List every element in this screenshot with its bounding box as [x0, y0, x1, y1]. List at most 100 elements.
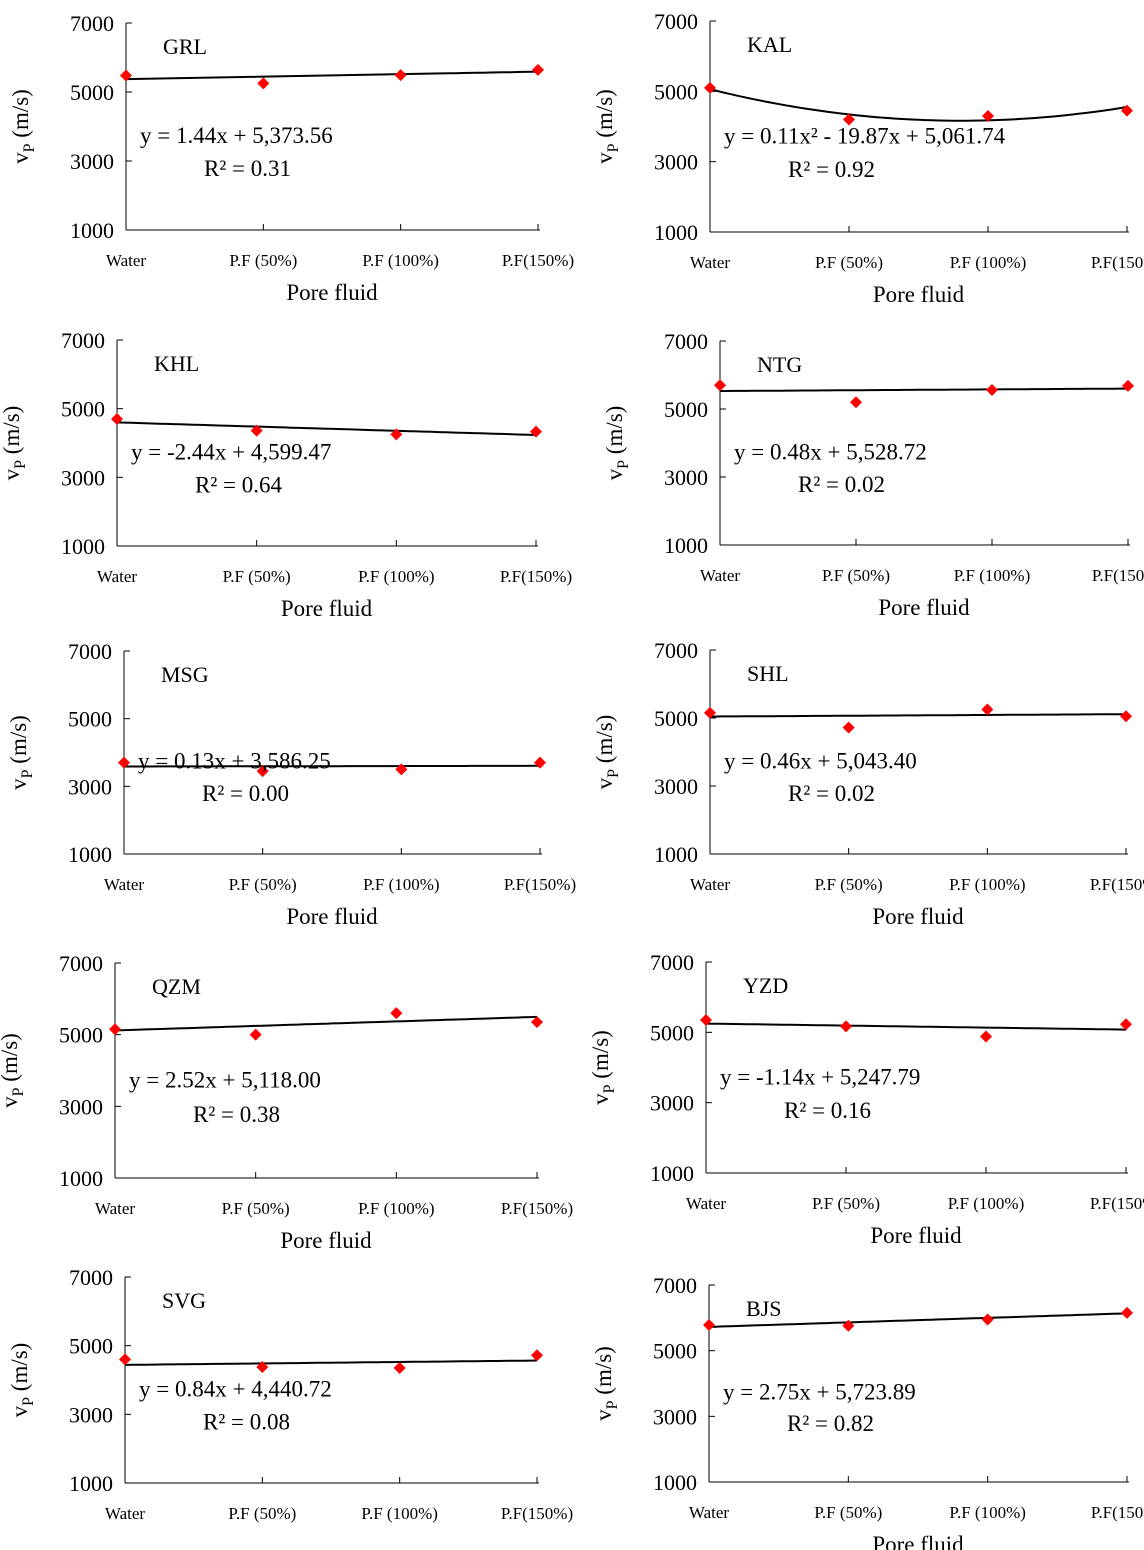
trendline	[710, 713, 1126, 718]
data-point	[982, 109, 994, 122]
x-tick-label: Water	[106, 251, 146, 270]
y-tick-label: 3000	[650, 1091, 694, 1116]
data-point	[256, 765, 269, 778]
data-point	[390, 1007, 403, 1020]
trendline	[705, 1022, 1127, 1031]
x-tick-label: P.F (100%)	[954, 566, 1031, 585]
y-axis-label: vP (m/s)	[8, 89, 38, 164]
y-tick-label: 7000	[68, 639, 112, 664]
trendline-equation: y = -1.14x + 5,247.79	[720, 1064, 920, 1089]
data-point	[257, 77, 270, 90]
data-point	[109, 1023, 121, 1036]
data-point	[1121, 1306, 1133, 1319]
data-point	[118, 756, 130, 769]
data-point	[111, 412, 123, 425]
x-tick-label: P.F(150%)	[500, 567, 572, 586]
y-tick-label: 7000	[654, 638, 698, 663]
y-tick-label: 7000	[70, 11, 114, 36]
y-tick-label: 5000	[653, 1339, 697, 1364]
chart-panel-bjs: 7000 5000 3000 1000 Water P.F (50%) P.F (100%)…	[591, 1273, 1144, 1550]
trendline-equation: y = 0.13x + 3,586.25	[138, 749, 331, 774]
x-tick-label: P.F(150%)	[501, 1504, 573, 1523]
chart-title: MSG	[161, 662, 209, 687]
y-tick-label: 3000	[59, 1094, 103, 1119]
chart-panel-khl: 7000 5000 3000 1000 Water P.F (50%) P.F (100%)…	[0, 328, 572, 621]
data-point	[390, 428, 403, 441]
chart-title: SVG	[162, 1288, 206, 1313]
data-point	[1122, 379, 1134, 392]
data-point	[531, 1349, 543, 1362]
data-point	[980, 1030, 992, 1043]
r-squared-label: R² = 0.82	[787, 1411, 874, 1436]
x-tick-label: P.F(150%)	[1090, 1194, 1144, 1213]
y-tick-label: 5000	[664, 397, 708, 422]
x-tick-label: Water	[700, 566, 740, 585]
trendline	[720, 387, 1128, 392]
y-tick-label: 5000	[654, 79, 698, 104]
x-tick-label: P.F (100%)	[949, 875, 1026, 894]
trendline	[708, 1312, 1128, 1328]
x-tick-label: P.F (50%)	[229, 251, 297, 270]
x-tick-label: P.F (50%)	[812, 1194, 880, 1213]
y-tick-label: 1000	[653, 1470, 697, 1495]
data-point	[704, 706, 716, 719]
chart-title: BJS	[746, 1296, 781, 1321]
r-squared-label: R² = 0.38	[193, 1102, 280, 1127]
x-tick-label: P.F (50%)	[815, 875, 883, 894]
x-tick-label: P.F (100%)	[358, 1199, 435, 1218]
y-tick-label: 3000	[68, 774, 112, 799]
y-tick-label: 3000	[654, 774, 698, 799]
chart-panel-qzm: 7000 5000 3000 1000 Water P.F (50%) P.F (100%)…	[0, 951, 573, 1253]
data-point	[120, 69, 132, 82]
x-tick-label: Water	[105, 1504, 145, 1523]
trendline-equation: y = 2.75x + 5,723.89	[723, 1379, 916, 1404]
x-tick-label: Water	[95, 1199, 135, 1218]
y-tick-label: 7000	[69, 1265, 113, 1290]
trendline-equation: y = 1.44x + 5,373.56	[140, 123, 333, 148]
y-tick-label: 5000	[650, 1020, 694, 1045]
y-tick-label: 1000	[68, 842, 112, 867]
y-axis-label: vP (m/s)	[7, 1343, 37, 1418]
r-squared-label: R² = 0.02	[798, 472, 885, 497]
data-point	[700, 1014, 712, 1027]
x-tick-label: P.F (100%)	[358, 567, 435, 586]
y-tick-label: 7000	[650, 950, 694, 975]
data-point	[704, 81, 716, 94]
x-tick-label: P.F (50%)	[814, 1503, 882, 1522]
data-point	[249, 1028, 262, 1041]
y-axis-label: vP (m/s)	[0, 406, 29, 481]
y-tick-label: 5000	[69, 1334, 113, 1359]
x-tick-label: Water	[689, 1503, 729, 1522]
chart-panel-kal: 7000 5000 3000 1000 Water P.F (50%) P.F (100%)…	[592, 9, 1144, 307]
data-point	[986, 383, 998, 396]
y-tick-label: 5000	[68, 707, 112, 732]
y-tick-label: 5000	[59, 1023, 103, 1048]
data-point	[981, 1313, 994, 1326]
y-tick-label: 5000	[654, 706, 698, 731]
x-tick-label: P.F(150%)	[1092, 566, 1144, 585]
x-tick-label: P.F (100%)	[949, 1503, 1026, 1522]
x-axis-label: Pore fluid	[281, 596, 373, 621]
y-tick-label: 7000	[654, 9, 698, 34]
data-point	[532, 63, 544, 76]
data-point	[250, 424, 263, 437]
trendline	[709, 88, 1128, 122]
y-tick-label: 5000	[70, 80, 114, 105]
trendline	[116, 421, 537, 436]
chart-title: GRL	[163, 34, 207, 59]
data-point	[703, 1319, 715, 1332]
x-tick-label: Water	[690, 875, 730, 894]
y-tick-label: 1000	[654, 842, 698, 867]
y-tick-label: 1000	[664, 533, 708, 558]
y-axis-label: vP (m/s)	[0, 1033, 27, 1108]
x-axis-label: Pore fluid	[873, 282, 965, 307]
trendline-equation: y = 0.84x + 4,440.72	[139, 1376, 332, 1401]
y-tick-label: 7000	[664, 329, 708, 354]
trendline	[125, 70, 539, 81]
data-point	[256, 1360, 269, 1373]
y-axis-label: vP (m/s)	[6, 715, 36, 790]
chart-panel-grl: 7000 5000 3000 1000 Water P.F (50%) P.F (100%)…	[8, 11, 574, 305]
trendline-equation: y = -2.44x + 4,599.47	[131, 439, 331, 464]
x-axis-label: Pore fluid	[878, 595, 970, 620]
